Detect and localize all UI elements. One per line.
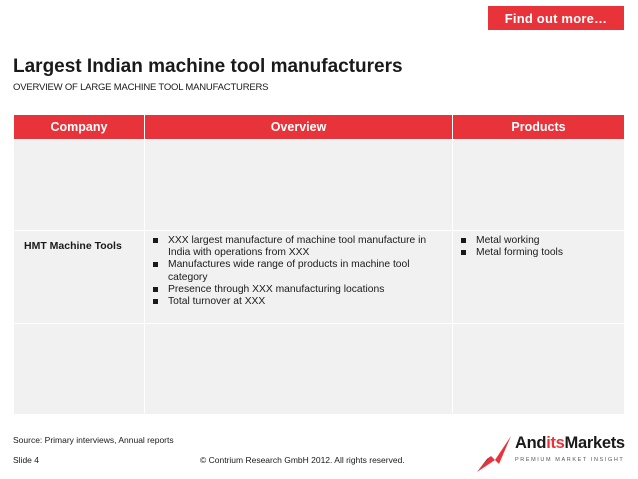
list-item: Metal forming tools — [461, 247, 618, 259]
list-item-text: Total turnover at XXX — [168, 296, 266, 308]
list-item: Total turnover at XXX — [153, 296, 446, 308]
source-note: Source: Primary interviews, Annual repor… — [13, 435, 174, 445]
logo-wordmark: AnditsMarkets — [515, 434, 625, 452]
logo-tagline: PREMIUM MARKET INSIGHT — [515, 457, 625, 463]
square-bullet-icon — [461, 238, 466, 243]
square-bullet-icon — [153, 299, 158, 305]
products-list: Metal working Metal forming tools — [453, 231, 624, 259]
overview-cell — [144, 323, 453, 415]
products-cell — [452, 323, 625, 415]
slide-title: Largest Indian machine tool manufacturer… — [13, 56, 403, 77]
list-item-text: Metal forming tools — [476, 247, 563, 259]
list-item: Manufactures wide range of products in m… — [153, 259, 446, 283]
overview-list: XXX largest manufacture of machine tool … — [145, 231, 452, 308]
arrow-logo-icon — [477, 436, 511, 472]
company-cell — [13, 323, 145, 415]
table-row — [13, 323, 625, 415]
overview-cell — [144, 139, 453, 231]
header-products: Products — [452, 114, 625, 140]
list-item-text: XXX largest manufacture of machine tool … — [168, 235, 427, 259]
list-item: XXX largest manufacture of machine tool … — [153, 235, 446, 259]
products-cell — [452, 139, 625, 231]
copyright-text: © Contrium Research GmbH 2012. All right… — [200, 455, 405, 465]
square-bullet-icon — [461, 250, 466, 256]
list-item-text: Manufactures wide range of products in m… — [168, 259, 410, 283]
slide-subtitle: OVERVIEW OF LARGE MACHINE TOOL MANUFACTU… — [13, 82, 269, 93]
table-row: HMT Machine Tools XXX largest manufactur… — [13, 230, 625, 324]
list-item: Metal working — [461, 235, 618, 247]
company-logo: AnditsMarkets PREMIUM MARKET INSIGHT — [475, 432, 633, 474]
square-bullet-icon — [153, 286, 158, 292]
list-item-text: Presence through XXX manufacturing locat… — [168, 283, 385, 295]
products-cell: Metal working Metal forming tools — [452, 230, 625, 324]
list-item-text: Metal working — [476, 235, 540, 246]
slide-number: Slide 4 — [13, 455, 39, 465]
square-bullet-icon — [153, 262, 158, 268]
square-bullet-icon — [153, 238, 158, 243]
table-row — [13, 139, 625, 231]
company-cell — [13, 139, 145, 231]
header-company: Company — [13, 114, 145, 140]
table-header-row: Company Overview Products — [13, 114, 625, 140]
overview-cell: XXX largest manufacture of machine tool … — [144, 230, 453, 324]
company-cell: HMT Machine Tools — [13, 230, 145, 324]
header-overview: Overview — [144, 114, 453, 140]
find-out-more-button[interactable]: Find out more… — [488, 6, 624, 30]
list-item: Presence through XXX manufacturing locat… — [153, 284, 446, 296]
manufacturers-table: Company Overview Products HMT Machine To… — [13, 114, 625, 415]
